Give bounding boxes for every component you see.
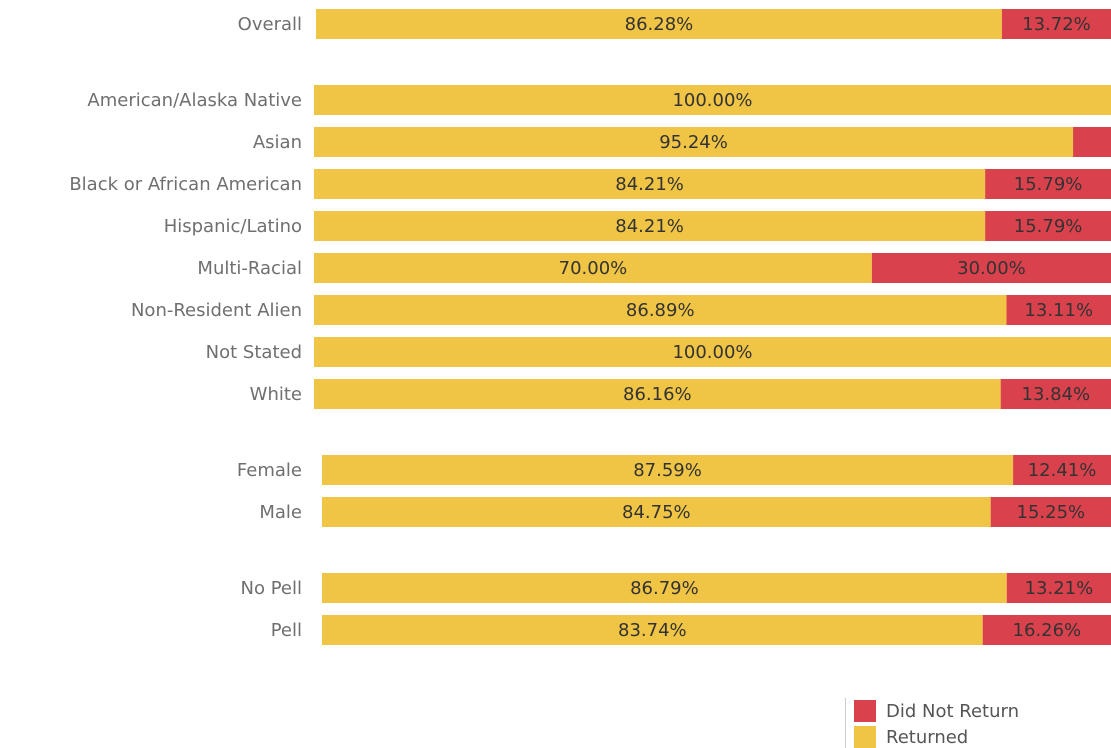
bar-returned-hispanic-latino (314, 211, 986, 241)
bar-did-not-return-female (1013, 455, 1111, 485)
bar-returned-non-resident-alien (314, 295, 1007, 325)
data-label-did-not-return-hispanic-latino: 15.79% (1014, 216, 1083, 237)
data-label-did-not-return-black-or-african-american: 15.79% (1014, 174, 1083, 195)
data-label-returned-not-stated: 100.00% (672, 342, 752, 363)
row-label-multi-racial: Multi-Racial (197, 258, 302, 279)
data-label-did-not-return-pell: 16.26% (1013, 620, 1082, 641)
row-label-non-resident-alien: Non-Resident Alien (131, 300, 302, 321)
legend-swatch-returned (854, 726, 876, 748)
bar-did-not-return-white (1000, 379, 1111, 409)
legend-swatch-did-not-return (854, 700, 876, 722)
bar-returned-no-pell (322, 573, 1007, 603)
row-label-not-stated: Not Stated (206, 342, 302, 363)
row-label-american-alaska-native: American/Alaska Native (87, 90, 302, 111)
data-label-returned-multi-racial: 70.00% (559, 258, 628, 279)
bar-returned-multi-racial (314, 253, 872, 283)
bar-returned-male (322, 497, 991, 527)
data-label-did-not-return-non-resident-alien: 13.11% (1024, 300, 1093, 321)
data-label-did-not-return-female: 12.41% (1028, 460, 1097, 481)
data-label-did-not-return-no-pell: 13.21% (1025, 578, 1094, 599)
legend-item-returned[interactable]: Returned (854, 726, 968, 748)
chart-legend: Did Not Return Returned (845, 698, 1096, 748)
row-label-male: Male (259, 502, 302, 523)
bar-did-not-return-asian (1073, 127, 1111, 157)
data-label-returned-hispanic-latino: 84.21% (615, 216, 684, 237)
stacked-bar-chart: Overall 86.28% 13.72% American/Alaska Nativ… (69, 9, 1111, 645)
data-label-did-not-return-white: 13.84% (1022, 384, 1091, 405)
legend-item-did-not-return[interactable]: Did Not Return (854, 700, 1019, 722)
row-label-black-or-african-american: Black or African American (69, 174, 302, 195)
bar-returned-white (314, 379, 1001, 409)
data-label-returned-american-alaska-native: 100.00% (672, 90, 752, 111)
bar-did-not-return-pell (982, 615, 1111, 645)
data-label-returned-non-resident-alien: 86.89% (626, 300, 695, 321)
bar-returned-american-alaska-native (314, 85, 1111, 115)
bar-returned-not-stated (314, 337, 1111, 367)
data-label-returned-no-pell: 86.79% (630, 578, 699, 599)
data-label-did-not-return-multi-racial: 30.00% (957, 258, 1026, 279)
bar-returned-overall (316, 9, 1002, 39)
bar-returned-female (322, 455, 1014, 485)
row-label-no-pell: No Pell (241, 578, 303, 599)
data-label-returned-white: 86.16% (623, 384, 692, 405)
legend-label-did-not-return: Did Not Return (886, 700, 1019, 722)
bar-returned-asian (314, 127, 1074, 157)
row-label-overall: Overall (238, 14, 302, 35)
data-label-did-not-return-male: 15.25% (1017, 502, 1086, 523)
row-label-female: Female (237, 460, 302, 481)
bar-did-not-return-multi-racial (871, 253, 1111, 283)
data-label-returned-black-or-african-american: 84.21% (615, 174, 684, 195)
bar-did-not-return-no-pell (1006, 573, 1111, 603)
bar-did-not-return-overall (1001, 9, 1111, 39)
data-label-returned-female: 87.59% (633, 460, 702, 481)
legend-label-returned: Returned (886, 726, 969, 748)
data-label-returned-pell: 83.74% (618, 620, 687, 641)
row-label-white: White (250, 384, 302, 405)
row-label-asian: Asian (253, 132, 302, 153)
data-label-returned-asian: 95.24% (659, 132, 728, 153)
data-label-returned-male: 84.75% (622, 502, 691, 523)
data-label-returned-overall: 86.28% (625, 14, 694, 35)
data-label-did-not-return-overall: 13.72% (1022, 14, 1091, 35)
row-label-pell: Pell (271, 620, 302, 641)
bar-did-not-return-non-resident-alien (1006, 295, 1111, 325)
bar-did-not-return-male (990, 497, 1111, 527)
bar-did-not-return-hispanic-latino (985, 211, 1111, 241)
bar-returned-black-or-african-american (314, 169, 986, 199)
bar-returned-pell (322, 615, 983, 645)
bar-did-not-return-black-or-african-american (985, 169, 1111, 199)
row-label-hispanic-latino: Hispanic/Latino (164, 216, 302, 237)
